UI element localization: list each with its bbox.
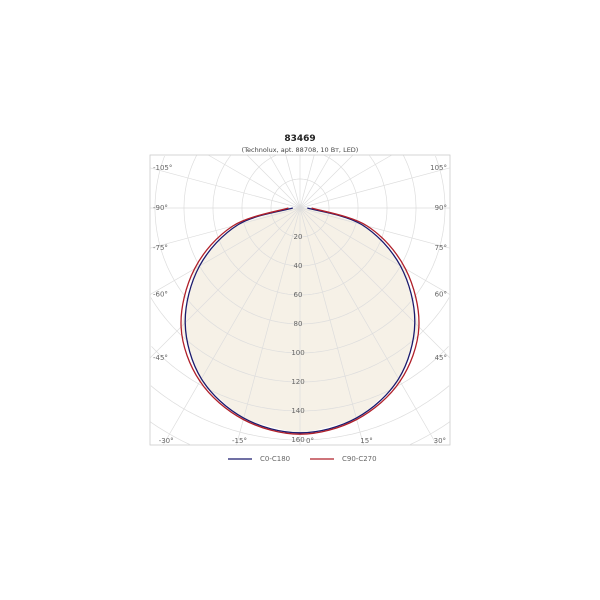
grid-spoke [208,154,301,209]
grid-spoke [149,207,301,359]
radial-tick-label: 120 [291,378,304,386]
angle-tick-label: 90° [435,204,447,212]
angle-tick-label: -60° [153,291,168,299]
radial-tick-label: 160 [291,436,304,444]
grid-spoke [149,167,301,209]
grid-circle [151,346,449,412]
grid-circle [183,155,417,325]
series-curve-c0-c180 [184,207,416,434]
grid-spoke [149,207,301,295]
grid-spoke [299,154,331,209]
angle-tick-label: -75° [153,244,168,252]
angle-tick-label: 75° [435,244,447,252]
grid-spoke [299,207,451,295]
angle-tick-label: 0° [306,437,314,445]
radial-tick-label: 40 [294,262,303,270]
grid-spoke [285,154,301,209]
legend-label: C0-C180 [260,455,290,463]
angle-tick-label: -105° [153,164,172,172]
grid-circle [154,155,446,354]
grid-spoke [269,154,301,209]
angle-tick-label: -30° [159,437,174,445]
angle-tick-label: -90° [153,204,168,212]
plot-frame [149,154,451,446]
grid-spoke [299,154,354,209]
grid-circle [150,297,450,383]
grid-circle [150,385,450,441]
grid-spoke [299,207,364,446]
grid-spoke [246,154,301,209]
angle-tick-label: -45° [153,354,168,362]
grid-circle [241,154,359,267]
angle-tick-label: 45° [435,354,447,362]
grid-spoke [162,207,301,446]
chart-subtitle: (Technolux, apt. 88708, 10 Bт, LED) [242,146,359,154]
radial-tick-label: 20 [294,233,303,241]
angle-tick-label: 30° [434,437,446,445]
radial-tick-label: 80 [294,320,303,328]
angle-tick-label: 105° [430,164,447,172]
grid-spoke [299,154,315,209]
series-curve-c90-c270 [180,207,420,435]
grid-spoke [299,207,438,446]
legend-label: C90-C270 [342,455,377,463]
grid-spoke [236,207,301,446]
radial-tick-label: 60 [294,291,303,299]
grid-circle [212,155,388,296]
grid-spoke [299,154,392,209]
angle-tick-label: 60° [435,291,447,299]
angle-tick-label: 15° [360,437,372,445]
grid-spoke [299,167,451,209]
grid-spoke [299,207,451,359]
grid-spoke [299,207,451,249]
chart-title: 83469 [284,134,315,144]
radial-tick-label: 100 [291,349,304,357]
angle-tick-label: -15° [232,437,247,445]
radial-tick-label: 140 [291,407,304,415]
grid-spoke [149,207,301,249]
